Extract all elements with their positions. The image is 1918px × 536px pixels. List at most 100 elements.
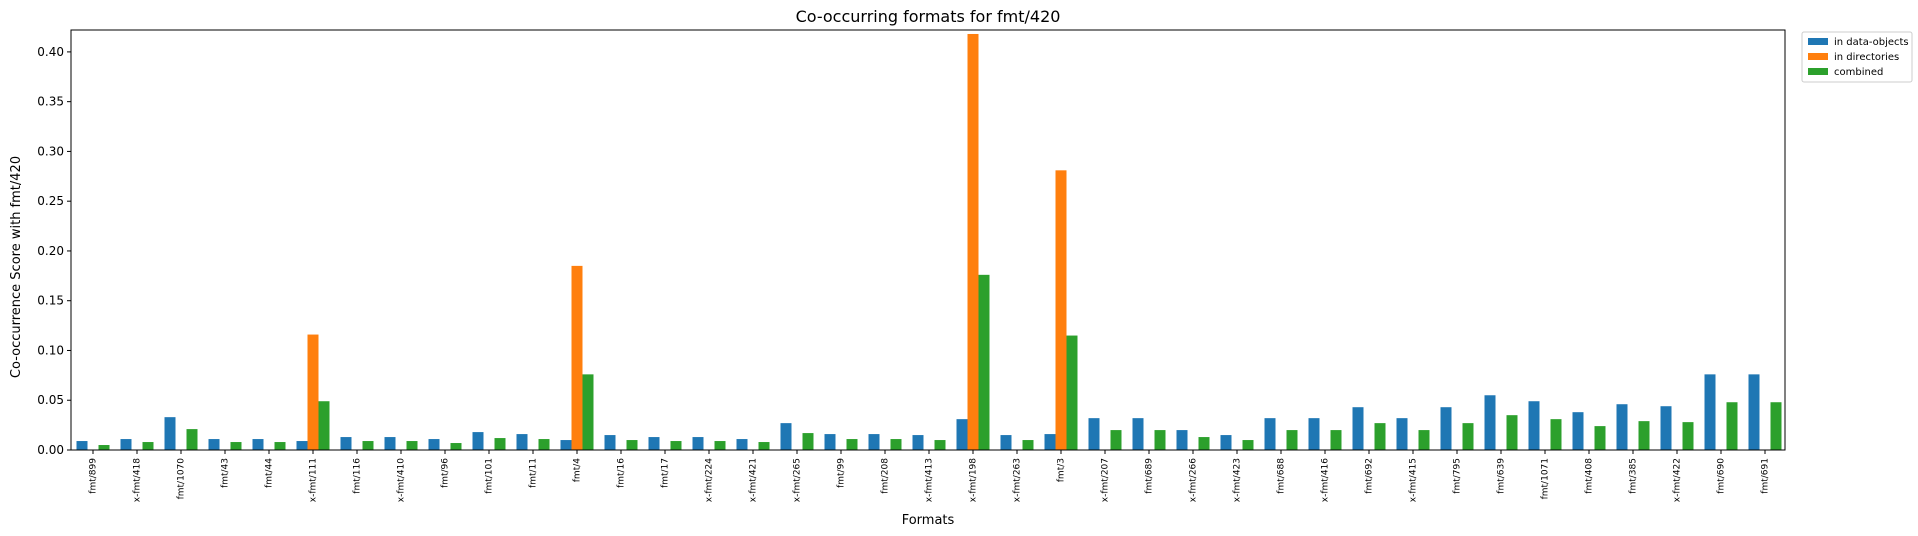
x-tick-label: fmt/11 bbox=[529, 458, 539, 488]
bar bbox=[780, 423, 792, 450]
bar bbox=[450, 443, 462, 450]
x-tick-label: x-fmt/421 bbox=[749, 458, 759, 502]
legend-swatch bbox=[1808, 53, 1828, 60]
bar bbox=[1550, 419, 1562, 450]
x-tick-label: x-fmt/198 bbox=[969, 458, 979, 503]
x-tick-label: x-fmt/111 bbox=[309, 458, 319, 502]
x-tick-label: fmt/691 bbox=[1761, 458, 1771, 494]
y-tick-label: 0.00 bbox=[37, 443, 64, 457]
bar bbox=[802, 433, 814, 450]
bar bbox=[252, 439, 264, 450]
bar bbox=[1022, 440, 1034, 450]
legend-label: combined bbox=[1834, 67, 1883, 78]
x-tick-label: fmt/385 bbox=[1629, 458, 1639, 494]
bar bbox=[1044, 434, 1056, 450]
bar bbox=[406, 441, 418, 450]
bar bbox=[571, 265, 583, 450]
bar bbox=[1660, 406, 1672, 450]
bar bbox=[1638, 421, 1650, 450]
bars-group bbox=[76, 33, 1782, 450]
bar bbox=[912, 435, 924, 450]
bar bbox=[1110, 430, 1122, 450]
bar bbox=[1220, 435, 1232, 450]
x-tick-label: fmt/17 bbox=[661, 458, 671, 488]
x-tick-label: fmt/1071 bbox=[1541, 458, 1551, 499]
x-tick-label: x-fmt/207 bbox=[1101, 458, 1111, 502]
bar bbox=[1352, 407, 1364, 450]
y-tick-label: 0.30 bbox=[37, 144, 64, 158]
y-axis-label: Co-occurrence Score with fmt/420 bbox=[9, 156, 24, 378]
legend: in data-objects in directories combined bbox=[1801, 31, 1913, 83]
bar bbox=[76, 441, 88, 450]
y-tick-label: 0.15 bbox=[37, 294, 64, 308]
bar bbox=[1000, 435, 1012, 450]
x-tick-label: x-fmt/413 bbox=[925, 458, 935, 502]
x-tick-label: fmt/689 bbox=[1145, 458, 1155, 494]
bar bbox=[1396, 418, 1408, 450]
bar bbox=[538, 439, 550, 450]
bar bbox=[208, 439, 220, 450]
bar bbox=[340, 437, 352, 450]
y-tick-label: 0.05 bbox=[37, 393, 64, 407]
bar bbox=[967, 33, 979, 450]
bar bbox=[142, 442, 154, 450]
bar bbox=[758, 442, 770, 450]
legend-label: in directories bbox=[1834, 52, 1899, 63]
bar bbox=[1286, 430, 1298, 450]
bar bbox=[274, 442, 286, 450]
legend-swatch bbox=[1808, 38, 1828, 45]
bar bbox=[1440, 407, 1452, 450]
bar bbox=[714, 441, 726, 450]
x-tick-label: x-fmt/410 bbox=[397, 458, 407, 503]
bar bbox=[1132, 418, 1144, 450]
bar bbox=[626, 440, 638, 450]
bar bbox=[956, 419, 968, 450]
bar bbox=[1066, 335, 1078, 450]
bar bbox=[582, 374, 594, 450]
y-ticks-group: 0.00 0.05 0.10 0.15 0.20 0.25 0.30 0.35 0.40 bbox=[37, 45, 71, 457]
bar bbox=[1418, 430, 1430, 450]
bar bbox=[120, 439, 132, 450]
bar bbox=[560, 440, 572, 450]
legend-label: in data-objects bbox=[1834, 37, 1909, 48]
bar bbox=[1154, 430, 1166, 450]
x-tick-label: fmt/408 bbox=[1585, 458, 1595, 494]
bar bbox=[1616, 404, 1628, 450]
x-tick-label: fmt/99 bbox=[837, 458, 847, 488]
bar bbox=[516, 434, 528, 450]
bar bbox=[1748, 374, 1760, 450]
x-tick-label: fmt/96 bbox=[441, 458, 451, 488]
bar bbox=[736, 439, 748, 450]
bar bbox=[472, 432, 484, 450]
y-tick-label: 0.40 bbox=[37, 45, 64, 59]
y-tick-label: 0.25 bbox=[37, 194, 64, 208]
x-tick-label: fmt/688 bbox=[1277, 458, 1287, 494]
x-tick-label: fmt/639 bbox=[1497, 458, 1507, 494]
bar bbox=[978, 274, 990, 450]
bar bbox=[1484, 395, 1496, 450]
bar bbox=[384, 437, 396, 450]
bar bbox=[1330, 430, 1342, 450]
x-tick-label: fmt/795 bbox=[1453, 458, 1463, 494]
bar bbox=[296, 441, 308, 450]
bar bbox=[1264, 418, 1276, 450]
y-tick-label: 0.35 bbox=[37, 95, 64, 109]
x-tick-label: fmt/116 bbox=[353, 458, 363, 494]
bar bbox=[318, 401, 330, 450]
bar bbox=[604, 435, 616, 450]
bar bbox=[98, 445, 110, 450]
bar bbox=[307, 334, 319, 450]
x-axis-label: Formats bbox=[902, 513, 955, 528]
plot-frame bbox=[70, 29, 1786, 451]
bar bbox=[230, 442, 242, 450]
x-tick-label: x-fmt/422 bbox=[1673, 458, 1683, 502]
bar bbox=[1198, 437, 1210, 450]
legend-swatch bbox=[1808, 68, 1828, 75]
x-tick-label: fmt/4 bbox=[573, 458, 583, 482]
x-ticks-group: fmt/899 x-fmt/418 fmt/1070 fmt/43 fmt/44 x-fm… bbox=[89, 450, 1771, 502]
bar bbox=[648, 437, 660, 450]
chart-title: Co-occurring formats for fmt/420 bbox=[796, 7, 1061, 26]
x-tick-label: x-fmt/265 bbox=[793, 458, 803, 502]
bar bbox=[1682, 422, 1694, 450]
x-tick-label: fmt/1070 bbox=[177, 458, 187, 500]
